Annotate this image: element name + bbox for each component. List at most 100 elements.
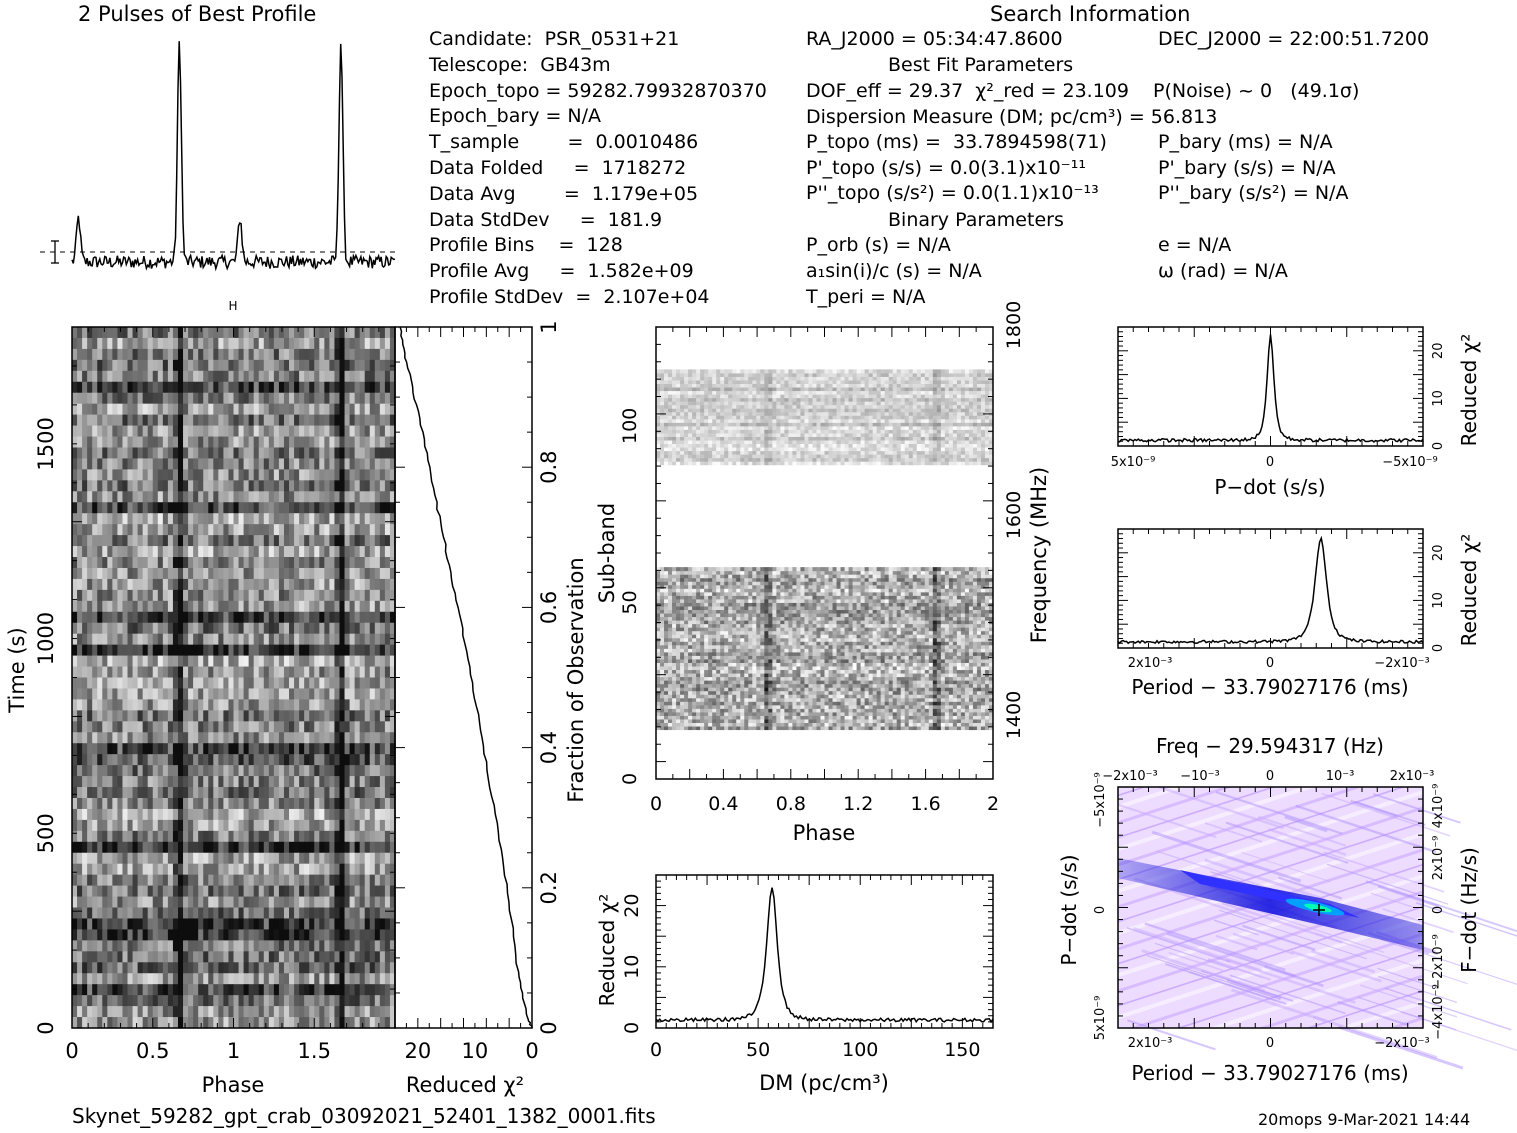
- time-phase-cell: [107, 863, 113, 876]
- time-phase-cell: [233, 513, 240, 525]
- time-phase-cell: [82, 688, 88, 701]
- time-phase-cell: [344, 765, 351, 777]
- col1-line: Profile Bins = 128: [429, 234, 623, 257]
- time-phase-cell: [213, 907, 219, 920]
- time-phase-cell: [228, 589, 235, 602]
- subband-cell: [804, 722, 809, 727]
- time-phase-cell: [142, 995, 149, 1007]
- time-phase-cell: [87, 535, 93, 547]
- time-phase-cell: [238, 1006, 245, 1018]
- time-phase-cell: [218, 852, 225, 865]
- time-phase-cell: [248, 425, 255, 438]
- subband-cell: [752, 715, 757, 720]
- time-phase-cell: [354, 973, 361, 985]
- time-phase-cell: [389, 655, 396, 668]
- time-phase-cell: [87, 863, 93, 876]
- subband-cell: [680, 697, 685, 702]
- time-phase-cell: [349, 327, 356, 339]
- subband-cell: [972, 701, 978, 706]
- time-phase-cell: [233, 808, 240, 821]
- time-phase-cell: [183, 348, 189, 361]
- time-phase-cell: [324, 436, 330, 449]
- time-phase-cell: [344, 600, 351, 613]
- time-phase-cell: [107, 984, 113, 996]
- time-phase-cell: [162, 458, 169, 470]
- time-phase-cell: [283, 787, 290, 799]
- time-phase-cell: [172, 622, 179, 635]
- time-phase-cell: [389, 743, 396, 755]
- time-phase-cell: [379, 929, 386, 941]
- time-phase-cell: [167, 732, 174, 744]
- time-phase-cell: [344, 381, 351, 394]
- time-phase-cell: [97, 469, 103, 481]
- time-phase-cell: [319, 655, 325, 668]
- time-phase-cell: [183, 414, 189, 427]
- time-phase-cell: [319, 633, 325, 646]
- time-phase-cell: [172, 633, 179, 646]
- time-phase-cell: [198, 589, 204, 602]
- time-phase-cell: [309, 907, 315, 920]
- time-phase-cell: [268, 808, 275, 821]
- time-phase-cell: [107, 885, 113, 898]
- time-phase-cell: [273, 830, 280, 843]
- time-phase-cell: [324, 502, 330, 514]
- time-phase-cell: [77, 348, 83, 361]
- subband-cell: [692, 726, 697, 731]
- time-phase-cell: [273, 929, 280, 941]
- subband-cell: [704, 711, 709, 716]
- time-phase-cell: [258, 337, 265, 350]
- time-phase-cell: [324, 808, 330, 821]
- time-phase-cell: [384, 611, 391, 624]
- time-phase-cell: [167, 754, 174, 766]
- time-phase-cell: [107, 348, 113, 361]
- subband-cell: [872, 722, 878, 727]
- time-phase-cell: [283, 918, 290, 931]
- time-phase-cell: [263, 951, 270, 963]
- time-phase-cell: [203, 381, 209, 394]
- time-phase-cell: [218, 348, 225, 361]
- time-phase-cell: [304, 776, 310, 788]
- time-phase-cell: [198, 885, 204, 898]
- time-phase-cell: [97, 535, 103, 547]
- subband-cell: [916, 715, 922, 720]
- time-phase-cell: [147, 852, 154, 865]
- time-phase-cell: [238, 677, 245, 690]
- subband-cell: [800, 722, 805, 727]
- time-phase-cell: [369, 940, 376, 952]
- time-phase-cell: [309, 776, 315, 788]
- time-phase-cell: [122, 677, 129, 690]
- time-phase-cell: [268, 327, 275, 339]
- subband-cell: [932, 726, 938, 731]
- time-phase-cell: [339, 666, 346, 679]
- time-phase-cell: [309, 469, 315, 481]
- time-phase-cell: [112, 666, 119, 679]
- subband-cell: [680, 718, 685, 723]
- subband-cell: [808, 726, 813, 731]
- time-phase-cell: [87, 819, 93, 832]
- time-phase-cell: [117, 403, 124, 416]
- time-phase-cell: [283, 644, 290, 657]
- time-phase-cell: [314, 557, 320, 569]
- subband-cell: [972, 708, 978, 713]
- time-phase-cell: [183, 710, 189, 722]
- time-phase-cell: [198, 896, 204, 909]
- time-phase-cell: [273, 677, 280, 690]
- time-phase-cell: [233, 830, 240, 843]
- x-tick-label: 1.5: [298, 1039, 331, 1063]
- time-phase-cell: [334, 984, 341, 996]
- subband-cell: [808, 708, 813, 713]
- time-phase-cell: [172, 863, 179, 876]
- time-phase-cell: [97, 392, 103, 405]
- time-phase-cell: [278, 502, 285, 514]
- time-phase-cell: [223, 513, 230, 525]
- time-phase-cell: [294, 337, 300, 350]
- subband-cell: [708, 726, 713, 731]
- time-phase-cell: [314, 644, 320, 657]
- time-phase-cell: [329, 1006, 336, 1018]
- time-phase-cell: [112, 929, 119, 941]
- time-phase-cell: [203, 392, 209, 405]
- time-phase-cell: [289, 370, 295, 383]
- time-phase-cell: [359, 688, 366, 701]
- time-phase-cell: [278, 984, 285, 996]
- time-phase-cell: [369, 874, 376, 887]
